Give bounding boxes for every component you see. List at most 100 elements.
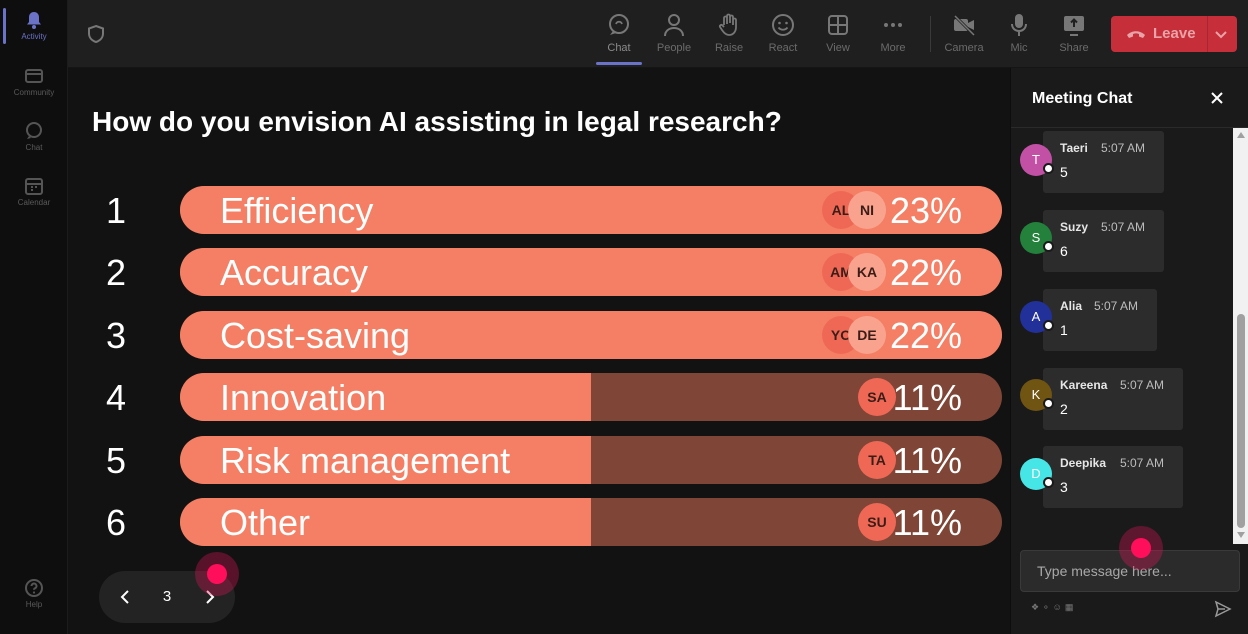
chat-button-label: Chat — [607, 42, 631, 54]
rail-item-chat[interactable]: Chat — [0, 121, 68, 152]
close-icon[interactable] — [1209, 90, 1225, 106]
people-button[interactable]: People — [646, 10, 702, 60]
chat-message-input[interactable] — [1020, 550, 1240, 592]
option-number: 3 — [106, 315, 127, 356]
chat-button[interactable]: Chat — [591, 10, 647, 60]
poll-option-row: 2 Accuracy AM KA 22% — [68, 248, 1010, 296]
option-number: 2 — [106, 252, 127, 293]
attach-icon[interactable]: ⚬ — [1042, 602, 1053, 612]
leave-button[interactable]: Leave — [1111, 16, 1237, 52]
rail-item-activity[interactable]: Activity — [0, 10, 68, 41]
option-bar[interactable]: Accuracy AM KA 22% — [180, 248, 1002, 296]
rail-label-activity: Activity — [21, 32, 47, 41]
rail-item-help[interactable]: Help — [0, 578, 68, 609]
format-icon[interactable]: ❖ — [1031, 602, 1043, 612]
voter-avatar: TA — [858, 441, 896, 479]
rail-item-community[interactable]: Community — [0, 66, 68, 97]
option-percent: 23% — [889, 190, 962, 231]
rail-label-help: Help — [25, 600, 43, 609]
more-button-label: More — [880, 42, 906, 54]
emoji-icon[interactable]: ☺ — [1052, 602, 1065, 612]
camera-button[interactable]: Camera — [936, 10, 992, 60]
react-button-label: React — [768, 42, 798, 54]
message-text: 2 — [1060, 401, 1068, 417]
option-percent: 22% — [889, 315, 962, 356]
bell-icon — [27, 12, 41, 29]
option-bar[interactable]: Risk management TA 11% — [180, 436, 1002, 484]
page-number: 3 — [162, 588, 172, 605]
message-text: 6 — [1060, 243, 1068, 259]
presence-dot — [1043, 398, 1054, 409]
voter-avatar: DE — [848, 316, 886, 354]
more-button[interactable]: More — [865, 10, 921, 60]
avatar-initial: A — [1031, 309, 1041, 324]
poll-option-row: 4 Innovation SA 11% — [68, 373, 1010, 421]
view-button[interactable]: View — [810, 10, 866, 60]
presence-dot — [1043, 477, 1054, 488]
message-time: 5:07 AM — [1101, 220, 1146, 234]
app-rail: Activity Community Chat Calendar Help — [0, 0, 68, 634]
rail-item-calendar[interactable]: Calendar — [0, 176, 68, 207]
message-author: Alia — [1060, 299, 1083, 313]
format-toolbar[interactable]: ❖⚬☺▦ — [1031, 602, 1076, 613]
chat-message: Suzy 5:07 AM 6 — [1043, 210, 1164, 272]
chat-message: Taeri 5:07 AM 5 — [1043, 131, 1164, 193]
message-author: Suzy — [1060, 220, 1089, 234]
poll-option-row: 5 Risk management TA 11% — [68, 436, 1010, 484]
camera-off-icon — [952, 13, 976, 37]
mic-button[interactable]: Mic — [991, 10, 1047, 60]
option-bar[interactable]: Cost-saving YO DE 22% — [180, 311, 1002, 359]
chat-avatar: D — [1020, 458, 1054, 490]
more-dots-icon — [884, 23, 902, 27]
mic-button-label: Mic — [1010, 42, 1028, 54]
voter-avatar: SU — [858, 503, 896, 541]
chat-avatar: S — [1020, 222, 1054, 254]
share-screen-icon — [1064, 16, 1084, 36]
avatar-initial: S — [1031, 230, 1041, 245]
rail-label-chat: Chat — [25, 143, 43, 152]
rail-label-community: Community — [13, 88, 55, 97]
grid-icon — [828, 15, 848, 35]
react-button[interactable]: React — [755, 10, 811, 60]
message-time: 5:07 AM — [1101, 141, 1146, 155]
meeting-chat-panel: Meeting Chat Taeri 5:07 AM 5 Suzy 5:07 A… — [1010, 68, 1248, 634]
chevron-down-icon[interactable] — [1213, 26, 1229, 42]
community-icon — [25, 69, 43, 83]
option-bar[interactable]: Efficiency AL NI 23% — [180, 186, 1002, 234]
calendar-icon — [25, 178, 43, 195]
option-bar[interactable]: Other SU 11% — [180, 498, 1002, 546]
presence-dot — [1043, 320, 1054, 331]
scroll-down-arrow[interactable] — [1237, 532, 1245, 538]
share-button[interactable]: Share — [1046, 10, 1102, 60]
voter-avatar: SA — [858, 378, 896, 416]
scroll-up-arrow[interactable] — [1237, 132, 1245, 138]
scrollbar-thumb[interactable] — [1237, 314, 1245, 528]
voter-avatar: NI — [848, 191, 886, 229]
presence-dot — [1043, 163, 1054, 174]
shield-icon[interactable] — [86, 24, 106, 44]
chat-message: Alia 5:07 AM 1 — [1043, 289, 1157, 351]
presence-dot — [1043, 241, 1054, 252]
message-author: Taeri — [1060, 141, 1088, 155]
chat-icon — [26, 122, 42, 139]
message-time: 5:07 AM — [1094, 299, 1139, 313]
help-icon — [25, 579, 43, 597]
people-icon — [664, 14, 684, 37]
option-bar-fill — [180, 436, 591, 484]
raise-hand-button[interactable]: Raise — [701, 10, 757, 60]
chat-active-indicator — [596, 62, 642, 65]
raise-button-label: Raise — [714, 42, 744, 54]
option-label: Other — [220, 502, 311, 543]
send-icon[interactable] — [1214, 600, 1232, 618]
option-bar[interactable]: Innovation SA 11% — [180, 373, 1002, 421]
chat-avatar: T — [1020, 144, 1054, 176]
option-percent: 11% — [892, 377, 962, 418]
message-text: 1 — [1060, 322, 1068, 338]
click-indicator — [195, 552, 239, 596]
chat-message: Kareena 5:07 AM 2 — [1043, 368, 1183, 430]
gif-icon[interactable]: ▦ — [1064, 602, 1077, 612]
option-label: Accuracy — [220, 252, 369, 293]
option-percent: 22% — [889, 252, 962, 293]
chevron-left-icon[interactable] — [117, 588, 135, 606]
chevron-right-icon[interactable] — [200, 588, 218, 606]
